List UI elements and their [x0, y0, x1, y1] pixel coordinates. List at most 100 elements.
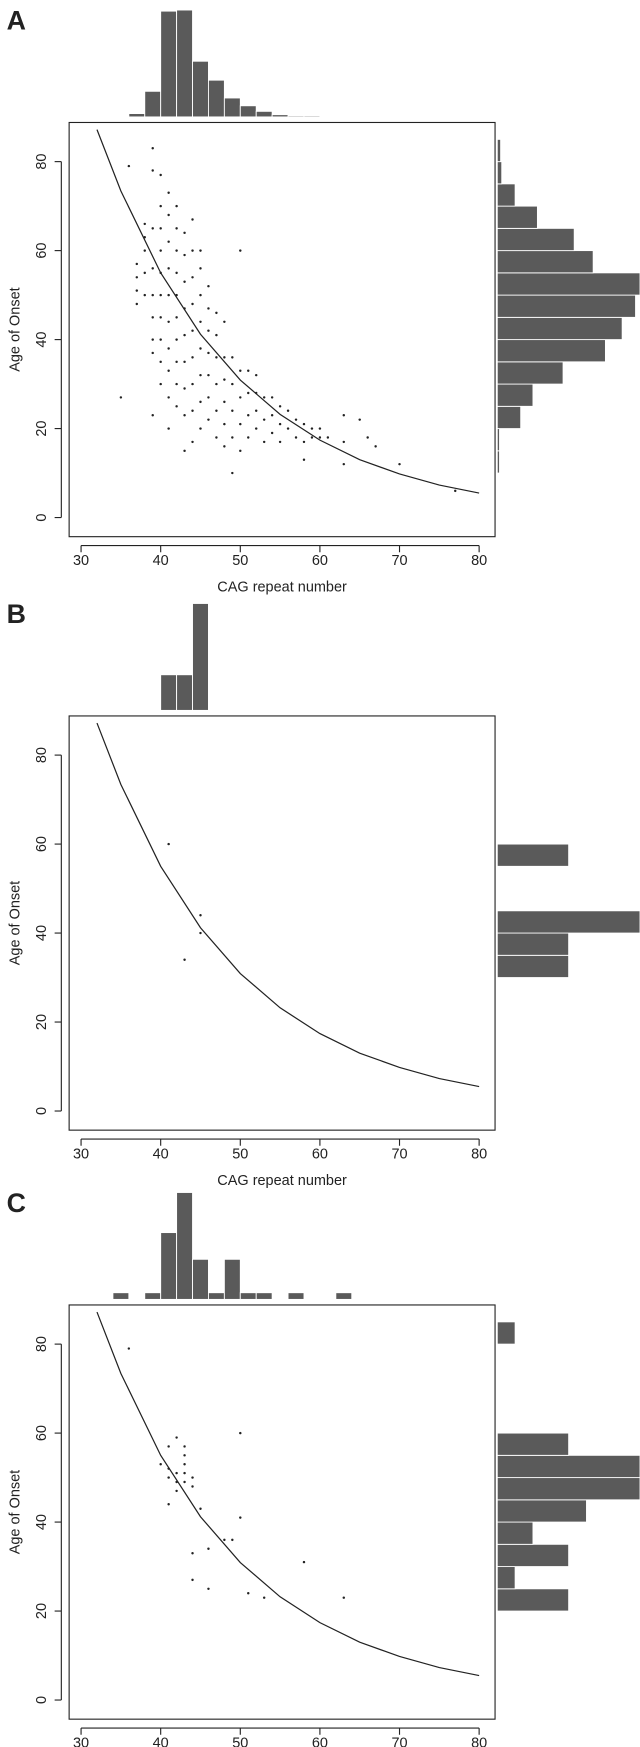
point [167, 1476, 170, 1479]
y-hist-bar [496, 138, 502, 163]
y-hist-bar [496, 1477, 640, 1501]
point [294, 436, 298, 439]
y-axis-label: Age of Onset [7, 881, 23, 965]
point [159, 227, 162, 230]
point [191, 1476, 194, 1479]
point [151, 147, 154, 150]
x-tick-label: 50 [232, 1146, 248, 1162]
x-tick-label: 60 [312, 1735, 328, 1747]
y-tick-label: 0 [34, 1696, 50, 1704]
x-hist-bar [144, 1292, 162, 1300]
y-hist-bar [496, 450, 500, 474]
point [342, 462, 346, 466]
point [374, 445, 377, 448]
x-hist-bar [335, 1292, 353, 1300]
point [175, 204, 178, 208]
point [342, 413, 346, 417]
point [207, 329, 210, 332]
y-hist-bar [496, 316, 623, 341]
point [191, 249, 194, 252]
y-hist-bar [496, 910, 640, 934]
panel: C 0 20 40 60 80 30 40 50 60 70 80 Age of Onset [7, 1188, 640, 1747]
point [247, 1592, 250, 1595]
point [207, 396, 210, 399]
point [239, 369, 242, 372]
point [183, 280, 186, 283]
x-tick-label: 60 [312, 1146, 328, 1162]
x-hist-bar [160, 1232, 178, 1300]
point [239, 422, 242, 426]
point [191, 302, 194, 306]
y-hist-bar [496, 383, 534, 407]
point [358, 418, 361, 421]
y-tick-label: 0 [34, 514, 50, 522]
point [167, 213, 170, 217]
x-tick-label: 80 [471, 553, 487, 569]
fitted-curve [96, 722, 480, 1088]
point [215, 436, 218, 439]
point [239, 449, 242, 453]
point [167, 191, 170, 194]
point [191, 1551, 194, 1555]
point [151, 267, 154, 270]
fitted-curve [96, 129, 480, 494]
point [191, 356, 194, 359]
point [207, 1587, 210, 1591]
point [207, 284, 210, 288]
point [262, 1596, 266, 1599]
point [151, 316, 154, 319]
x-hist-bar [239, 1292, 257, 1300]
y-hist-bar [496, 1566, 516, 1590]
x-tick-label: 40 [153, 1146, 169, 1162]
point [127, 164, 131, 168]
point [159, 382, 162, 386]
point [199, 347, 202, 350]
y-hist-bar [496, 361, 564, 385]
point [231, 382, 234, 386]
point [151, 293, 154, 297]
point [215, 311, 218, 315]
point [151, 351, 154, 355]
point [247, 413, 250, 417]
point [167, 320, 170, 324]
y-tick-label: 80 [34, 154, 50, 170]
x-tick-label: 30 [73, 1146, 89, 1162]
point [262, 418, 266, 421]
point [223, 320, 226, 324]
point [151, 169, 154, 172]
point [302, 422, 306, 426]
point [270, 396, 274, 399]
point [207, 351, 210, 355]
point [318, 436, 322, 439]
x-hist-bar [271, 114, 289, 118]
x-hist-bar [112, 1292, 130, 1300]
point [262, 440, 266, 444]
point [207, 307, 210, 310]
panel-label: C [7, 1188, 26, 1218]
point [167, 347, 170, 350]
point [175, 360, 178, 364]
x-hist-bar [287, 1292, 305, 1300]
y-tick-label: 40 [34, 925, 50, 941]
point [167, 293, 170, 297]
point [167, 1503, 170, 1506]
point [342, 440, 346, 444]
y-hist-bar [496, 954, 570, 978]
y-tick-label: 20 [34, 421, 50, 437]
x-hist-bar [208, 79, 225, 118]
y-hist-bar [496, 272, 640, 296]
point [286, 427, 290, 430]
point [135, 289, 139, 292]
x-tick-label: 40 [153, 1735, 169, 1747]
x-hist-bar [223, 97, 241, 118]
y-tick-label: 40 [34, 332, 50, 348]
y-tick-label: 60 [34, 1425, 50, 1441]
x-tick-label: 50 [232, 553, 248, 569]
x-hist-bar [192, 1258, 209, 1300]
point [302, 440, 306, 444]
point [191, 276, 194, 279]
y-hist-bar [496, 1521, 534, 1545]
y-hist-bar [496, 1499, 587, 1523]
point [231, 1538, 234, 1542]
